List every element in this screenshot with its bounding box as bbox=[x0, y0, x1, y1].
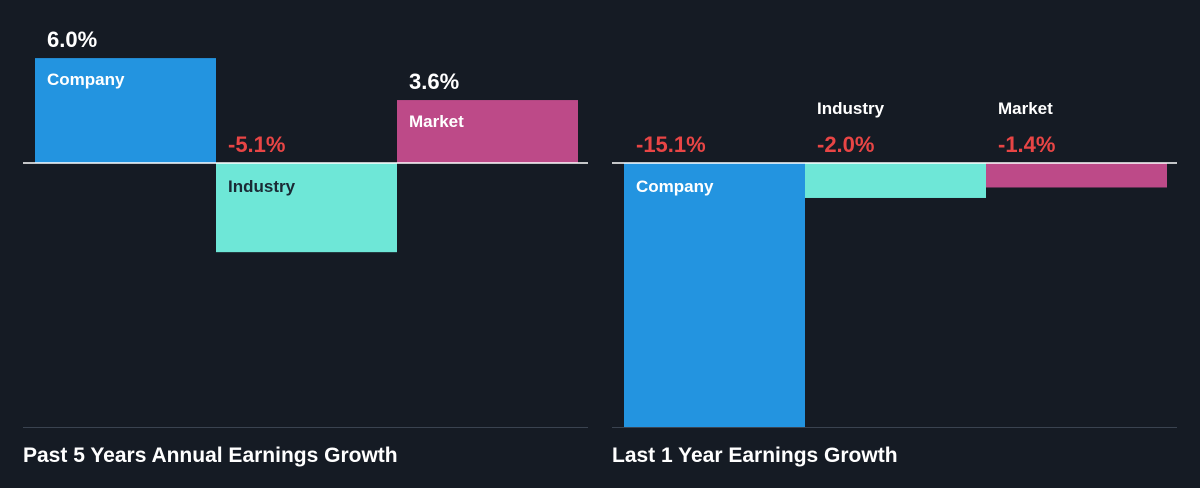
five-year-growth-panel: 6.0% Company -5.1% Industry 3.6% Market Past … bbox=[23, 27, 588, 467]
category-label-market: Market bbox=[998, 99, 1053, 118]
value-label-company: -15.1% bbox=[636, 132, 706, 157]
category-label-industry: Industry bbox=[817, 99, 885, 118]
bar-company bbox=[35, 58, 216, 164]
bar-company bbox=[624, 163, 805, 427]
value-label-market: -1.4% bbox=[998, 132, 1055, 157]
category-label-company: Company bbox=[636, 177, 714, 196]
five-year-growth-chart: 6.0% Company -5.1% Industry 3.6% Market bbox=[23, 27, 588, 428]
value-label-industry: -5.1% bbox=[228, 132, 285, 157]
bar-market bbox=[986, 163, 1167, 188]
category-label-industry: Industry bbox=[228, 177, 296, 196]
category-label-company: Company bbox=[47, 70, 125, 89]
bar-industry bbox=[216, 163, 397, 253]
one-year-growth-chart: -15.1% Company -2.0% Industry -1.4% Market bbox=[612, 99, 1177, 428]
value-label-industry: -2.0% bbox=[817, 132, 874, 157]
one-year-growth-title: Last 1 Year Earnings Growth bbox=[612, 444, 898, 467]
one-year-growth-panel: -15.1% Company -2.0% Industry -1.4% Market La… bbox=[600, 0, 1200, 488]
five-year-growth-title: Past 5 Years Annual Earnings Growth bbox=[23, 444, 398, 467]
value-label-company: 6.0% bbox=[47, 27, 97, 52]
category-label-market: Market bbox=[409, 112, 464, 131]
value-label-market: 3.6% bbox=[409, 69, 459, 94]
bar-market bbox=[397, 100, 578, 163]
bar-industry bbox=[805, 163, 986, 198]
